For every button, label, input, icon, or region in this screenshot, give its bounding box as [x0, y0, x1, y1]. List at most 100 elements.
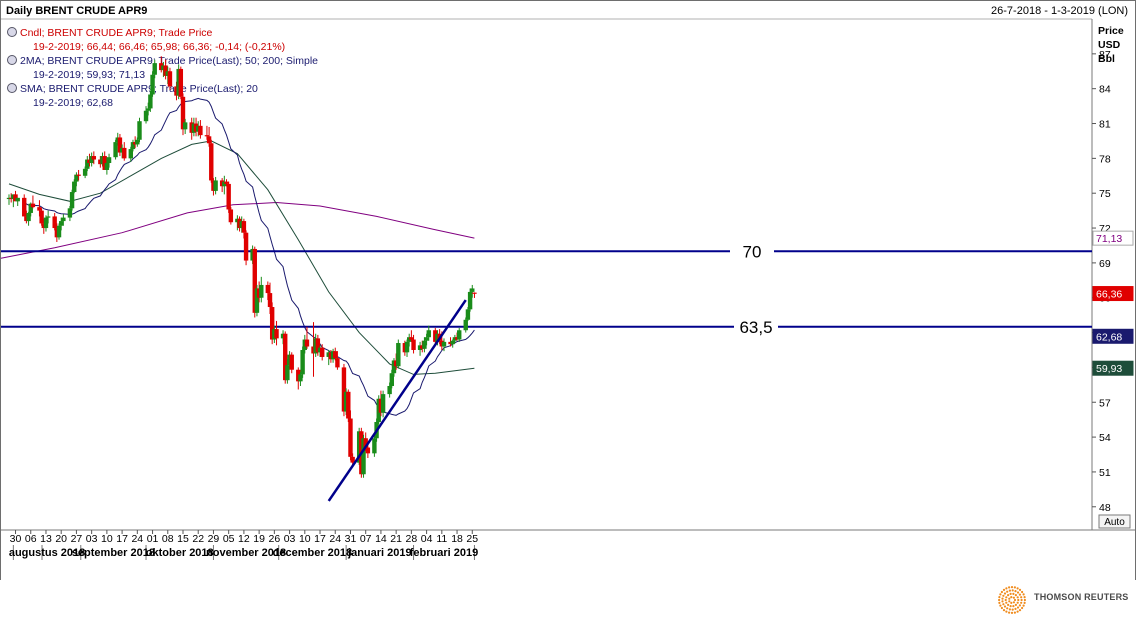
legend-label: SMA; BRENT CRUDE APR9; Trade Price(Last)…: [20, 83, 258, 95]
logo-dot: [998, 596, 1001, 599]
price-tag-box: [1092, 360, 1134, 376]
candle-body: [82, 168, 88, 176]
logo-dot: [1016, 591, 1020, 594]
legend-values: 19-2-2019; 62,68: [33, 97, 113, 109]
trendline-group: [327, 299, 467, 502]
ma20-line-group: [23, 97, 475, 416]
ma20-line: [23, 97, 475, 416]
logo-dot: [1018, 593, 1021, 596]
x-tick-label: 22: [192, 533, 204, 545]
legend-label: Cndl; BRENT CRUDE APR9; Trade Price: [20, 27, 213, 39]
footer: [0, 580, 1136, 617]
candle-body: [465, 309, 471, 320]
logo-dot: [1023, 601, 1026, 604]
y-tick-label: 51: [1099, 467, 1111, 479]
candle-body: [163, 65, 168, 76]
candle-body: [37, 207, 42, 211]
month-label: oktober 2018: [146, 547, 214, 559]
logo-dot: [1016, 587, 1019, 590]
y-tick-label: 87: [1099, 49, 1111, 61]
logo-dot: [1003, 605, 1007, 608]
settings-circle-icon[interactable]: [7, 55, 17, 65]
candle-body: [15, 197, 20, 202]
logo-dot: [1023, 596, 1026, 599]
ma200-line-group: [0, 201, 475, 259]
candle-body: [146, 108, 151, 111]
logo-dot: [1011, 589, 1014, 592]
candle-body: [365, 447, 371, 454]
x-tick-label: 03: [86, 533, 98, 545]
x-tick-label: 20: [55, 533, 67, 545]
logo-dot: [999, 593, 1002, 596]
logo-dot: [1020, 598, 1023, 602]
logo-dot: [1008, 586, 1011, 589]
auto-button-label[interactable]: Auto: [1104, 517, 1125, 528]
candle-body: [224, 181, 229, 184]
candle-body: [274, 329, 279, 339]
logo-dot: [1011, 608, 1014, 611]
x-tick-label: 14: [375, 533, 387, 545]
auto-scale-button[interactable]: Auto: [1098, 514, 1131, 529]
brand-name: THOMSON REUTERS: [1034, 592, 1129, 602]
chart-window: [0, 0, 1136, 582]
price-tag-label: 71,13: [1096, 233, 1122, 245]
logo-dot: [1002, 588, 1006, 591]
x-tick-label: 10: [299, 533, 311, 545]
candle-body: [472, 292, 477, 294]
price-tag-box: [1092, 328, 1134, 344]
price-tag-box: [1092, 286, 1134, 302]
legend-item-candles[interactable]: Cndl; BRENT CRUDE APR9; Trade Price 19-2…: [7, 27, 286, 53]
month-label: september 2018: [72, 547, 155, 559]
settings-circle-icon[interactable]: [7, 27, 17, 37]
x-tick-label: 08: [162, 533, 174, 545]
legend-item-sma[interactable]: SMA; BRENT CRUDE APR9; Trade Price(Last)…: [7, 83, 259, 109]
candles: [6, 56, 477, 478]
x-tick-label: 03: [284, 533, 296, 545]
logo-dot: [998, 601, 1001, 604]
thomson-reuters-logo-icon: [998, 586, 1026, 614]
candle-body: [300, 349, 305, 375]
candle-body: [91, 156, 97, 160]
candle-body: [209, 143, 214, 181]
y-tick-label: 69: [1099, 258, 1111, 270]
x-tick-label: 04: [421, 533, 433, 545]
candlestick-chart[interactable]: Daily BRENT CRUDE APR9 26-7-2018 - 1-3-2…: [0, 0, 1136, 580]
logo-dot: [1021, 606, 1024, 610]
candle-body: [426, 330, 431, 338]
x-tick-label: 07: [360, 533, 372, 545]
logo-dot: [1008, 608, 1011, 611]
candle-body: [67, 208, 73, 218]
logo-dot: [1020, 601, 1023, 604]
candle-body: [226, 183, 231, 210]
price-tag-label: 62,68: [1096, 331, 1122, 343]
level-label: 63,5: [739, 318, 772, 337]
y-tick-label: 81: [1099, 119, 1111, 131]
candle-body: [52, 216, 57, 229]
legend-values: 19-2-2019; 59,93; 71,13: [33, 69, 145, 81]
candle-body: [298, 374, 303, 382]
candle-body: [122, 147, 127, 159]
candle-body: [467, 291, 473, 310]
logo-dot: [998, 598, 1001, 602]
y-axis-title-unit: Bbl: [1098, 53, 1115, 65]
legend-item-2ma[interactable]: 2MA; BRENT CRUDE APR9; Trade Price(Last)…: [7, 55, 319, 81]
candle-body: [450, 340, 455, 345]
logo-dot: [999, 604, 1002, 607]
month-label: december 2018: [273, 547, 353, 559]
logo-dot: [1014, 590, 1017, 593]
price-tag-label: 59,93: [1096, 363, 1122, 375]
logo-dot: [1009, 592, 1012, 595]
logo-dot: [1013, 611, 1016, 614]
logo-dot: [1006, 590, 1009, 593]
logo-dot: [1000, 590, 1003, 594]
auto-button-frame[interactable]: [1098, 514, 1131, 529]
level-label-bg: [730, 241, 774, 262]
y-tick-label: 57: [1099, 397, 1111, 409]
candle-body: [361, 438, 366, 475]
price-tag-label: 66,36: [1096, 289, 1122, 301]
settings-circle-icon[interactable]: [7, 83, 17, 93]
x-tick-label: 26: [269, 533, 281, 545]
candle-body: [387, 385, 392, 395]
trendline: [327, 299, 467, 502]
x-axis-ticks: 30 06 13 20 27 03 10 17 24 01 08 15 22 29 05 12 19 26 03 10…: [9, 530, 478, 560]
